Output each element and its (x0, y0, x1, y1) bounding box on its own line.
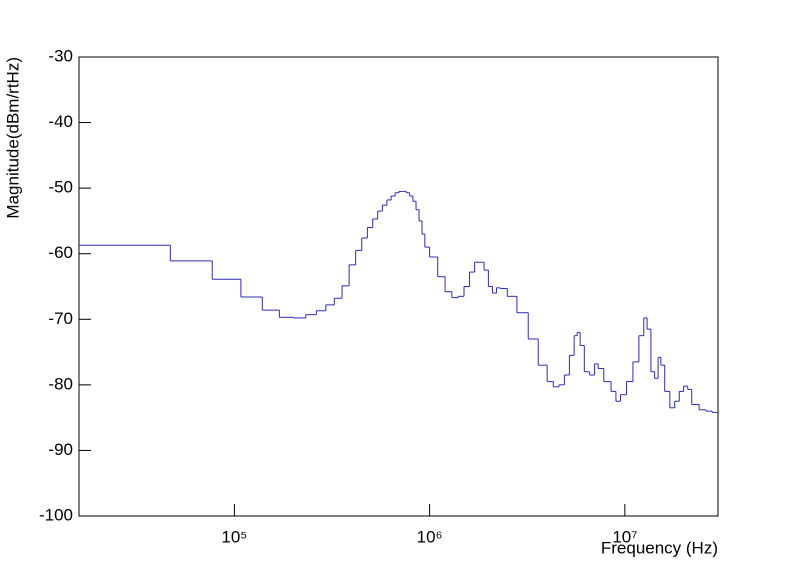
y-tick-label: -90 (48, 440, 73, 459)
x-tick-label: 10⁷ (612, 527, 637, 546)
y-tick-label: -50 (48, 178, 73, 197)
x-tick-label: 10⁵ (221, 527, 247, 546)
y-tick-label: -70 (48, 309, 73, 328)
x-tick-label: 10⁶ (417, 527, 443, 546)
y-tick-label: -30 (48, 46, 73, 65)
y-axis-title: Magnitude(dBm/rtHz) (3, 57, 22, 219)
y-tick-label: -100 (39, 505, 73, 524)
x-axis-title: Frequency (Hz) (601, 538, 718, 557)
plot-frame (78, 56, 719, 517)
y-tick-label: -60 (48, 243, 73, 262)
y-tick-label: -40 (48, 112, 73, 131)
y-tick-label: -80 (48, 374, 73, 393)
